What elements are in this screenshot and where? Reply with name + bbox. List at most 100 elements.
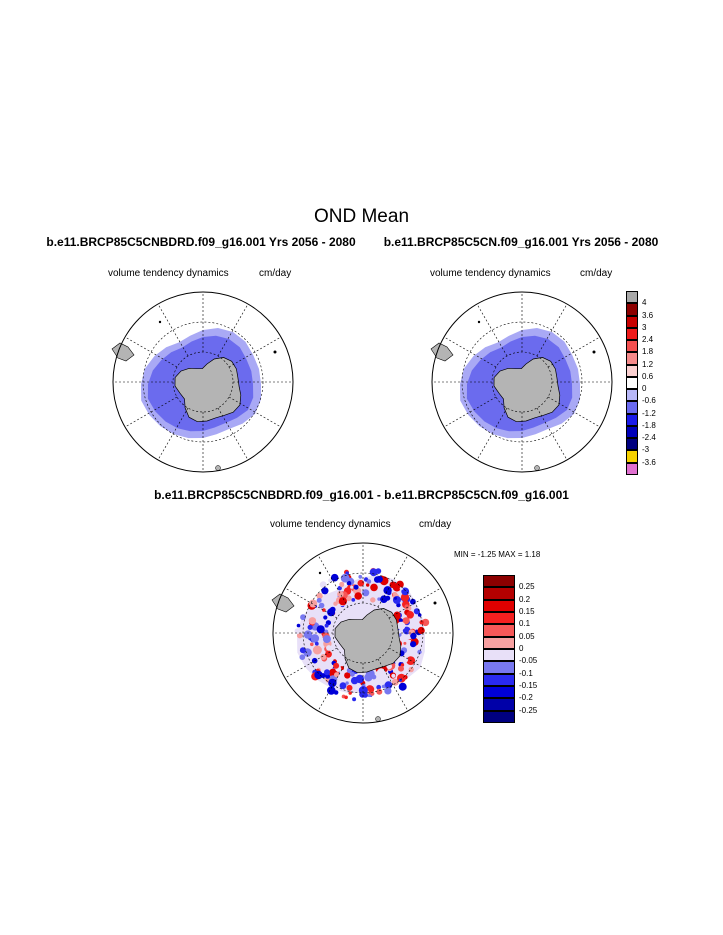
- colorbar-diff: 0.25 0.2 0.15 0.1 0.05 0 -0.05 -0.1 -0.15 -0.2 -0.…: [483, 575, 553, 723]
- diff-cell: [376, 684, 382, 690]
- diff-cell: [398, 618, 403, 623]
- island: [592, 350, 596, 354]
- diff-cell: [320, 654, 327, 660]
- diff-cell: [403, 641, 407, 645]
- colorbar-swatch: [483, 636, 515, 649]
- diff-cell: [300, 614, 306, 621]
- colorbar-swatch: [483, 599, 515, 612]
- diff-cell: [404, 604, 409, 609]
- diff-cell: [369, 568, 378, 577]
- colorbar-label: -1.8: [642, 420, 656, 430]
- island: [273, 350, 277, 354]
- max-label: MAX =: [498, 550, 523, 559]
- colorbar-label: 0: [519, 644, 524, 653]
- diff-cell: [316, 625, 325, 634]
- diff-cell: [344, 672, 351, 679]
- panel-1-units: cm/day: [259, 268, 292, 279]
- diff-cell: [362, 692, 368, 698]
- diff-cell: [310, 642, 314, 647]
- colorbar-swatch: [483, 686, 515, 699]
- diff-cell: [392, 592, 398, 597]
- colorbar-swatch: [626, 327, 638, 341]
- island: [215, 465, 221, 471]
- diff-cell: [321, 587, 329, 595]
- diff-cell: [327, 686, 336, 695]
- diff-cell: [320, 673, 326, 679]
- diff-cell: [322, 635, 331, 644]
- diff-cell: [299, 647, 306, 654]
- colorbar-label: -0.05: [519, 656, 538, 666]
- colorbar-swatch: [626, 401, 638, 414]
- colorbar-label: 4: [642, 298, 647, 308]
- colorbar-swatch: [483, 649, 515, 662]
- diff-title: b.e11.BRCP85C5CNBDRD.f09_g16.001 - b.e11…: [154, 488, 569, 502]
- colorbar-swatch: [626, 376, 638, 390]
- max-value: 1.18: [524, 550, 541, 559]
- diff-cell: [354, 592, 362, 600]
- colorbar-label: -3.6: [642, 457, 656, 467]
- colorbar-label: 3: [642, 322, 647, 332]
- diff-cell: [353, 686, 359, 691]
- meridian-line: [124, 336, 178, 368]
- diff-cell: [389, 581, 397, 589]
- diff-cell: [328, 678, 337, 688]
- colorbar-swatch: [483, 661, 515, 674]
- diff-cell: [393, 611, 401, 619]
- panel-1-variable: volume tendency dynamics: [108, 268, 229, 279]
- panel-2-units: cm/day: [580, 268, 613, 279]
- diff-cell: [370, 597, 376, 603]
- diff-cell: [396, 580, 404, 589]
- diff-cell: [296, 623, 301, 628]
- colorbar-swatch: [483, 612, 515, 625]
- panel-1-title: b.e11.BRCP85C5CNBDRD.f09_g16.001 Yrs 205…: [46, 235, 356, 249]
- island: [158, 320, 162, 324]
- diff-cell: [350, 671, 355, 677]
- colorbar-swatch: [626, 352, 638, 365]
- map-border: [112, 291, 294, 473]
- diff-cell: [362, 589, 370, 597]
- colorbar-swatch: [626, 315, 638, 328]
- diff-cell: [310, 634, 320, 643]
- colorbar-swatch: [626, 291, 638, 304]
- colorbar-swatch: [483, 710, 515, 723]
- diff-cell: [340, 573, 350, 583]
- diff-cell: [387, 601, 396, 610]
- diff-cell: [325, 658, 335, 668]
- diff-cell: [333, 601, 338, 606]
- colorbar-swatch: [483, 575, 515, 588]
- diff-cell: [421, 618, 430, 627]
- diff-cell: [324, 669, 330, 676]
- diff-cell: [392, 596, 401, 604]
- colorbar-label: 0.15: [519, 607, 535, 616]
- diff-cell: [391, 678, 399, 686]
- diff-cell: [383, 586, 392, 595]
- diff-cell: [371, 674, 377, 680]
- meridian-line: [547, 336, 601, 368]
- colorbar-label: -1.2: [642, 408, 656, 418]
- antarctica-landmass: [493, 357, 561, 423]
- diff-cell: [296, 632, 303, 639]
- diff-cell: [417, 649, 422, 655]
- diff-cell: [324, 629, 329, 634]
- colorbar-swatch: [626, 340, 638, 353]
- colorbar-label: 0.25: [519, 582, 535, 592]
- colorbar-label: 0: [642, 384, 647, 394]
- colorbar-label: -0.6: [642, 396, 656, 406]
- diff-cell: [366, 583, 370, 587]
- diff-cell: [307, 624, 313, 630]
- diff-cell: [413, 653, 421, 660]
- min-max-readout: MIN = -1.25 MAX = 1.18: [454, 550, 540, 559]
- island: [477, 320, 481, 324]
- panel-1-map: [111, 291, 294, 473]
- colorbar-label: -0.2: [519, 693, 533, 703]
- diff-cell: [358, 574, 363, 579]
- colorbar-label: 2.4: [642, 335, 654, 345]
- diff-cell: [399, 635, 406, 642]
- diff-cell: [333, 662, 340, 669]
- diff-cell: [357, 579, 365, 587]
- colorbar-label: 1.8: [642, 347, 654, 357]
- diff-map: [271, 542, 454, 724]
- diff-cell: [338, 597, 347, 606]
- diff-cell: [398, 665, 404, 672]
